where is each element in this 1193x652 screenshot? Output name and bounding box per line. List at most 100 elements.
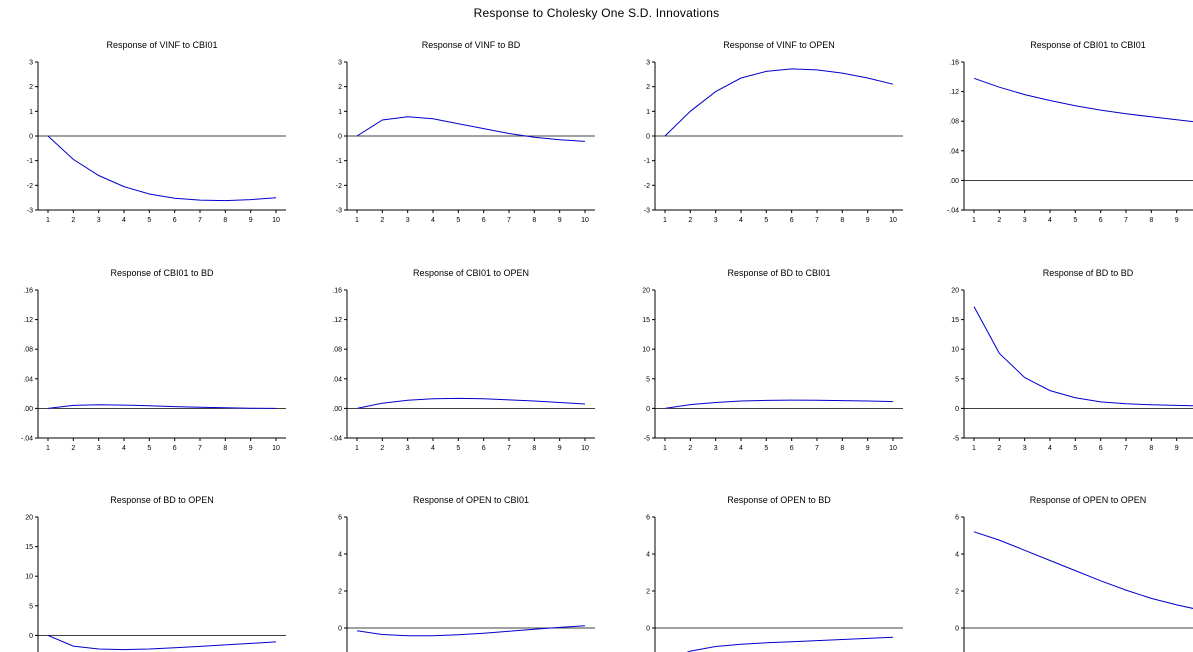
x-tick-label: 5 — [147, 445, 151, 452]
x-tick-label: 4 — [739, 445, 743, 452]
y-tick-label: -2 — [336, 183, 342, 190]
x-tick-label: 6 — [790, 217, 794, 224]
x-tick-label: 6 — [173, 217, 177, 224]
response-line — [664, 68, 894, 137]
x-tick-label: 1 — [46, 217, 50, 224]
x-tick-label: 5 — [456, 445, 460, 452]
y-tick-label: 1 — [646, 109, 650, 116]
y-tick-label: 0 — [646, 626, 650, 633]
y-tick-label: .04 — [332, 376, 342, 383]
x-tick-label: 6 — [173, 445, 177, 452]
chart-panel: Response of OPEN to BD-2024612345678910 — [646, 495, 903, 652]
x-tick-label: 4 — [431, 217, 435, 224]
y-tick-label: 10 — [951, 347, 959, 354]
x-tick-label: 3 — [97, 445, 101, 452]
x-tick-label: 2 — [997, 217, 1001, 224]
response-line — [973, 306, 1193, 407]
response-line — [973, 531, 1193, 609]
x-tick-label: 9 — [249, 217, 253, 224]
x-tick-label: 5 — [764, 217, 768, 224]
y-tick-label: .08 — [23, 347, 33, 354]
y-tick-label: 15 — [951, 317, 959, 324]
response-line — [47, 135, 277, 202]
x-tick-label: 7 — [198, 445, 202, 452]
y-tick-label: 2 — [646, 589, 650, 596]
y-tick-label: 0 — [646, 406, 650, 413]
x-tick-label: 3 — [1023, 217, 1027, 224]
x-tick-label: 2 — [688, 217, 692, 224]
response-line — [47, 634, 277, 651]
x-tick-label: 4 — [122, 445, 126, 452]
x-tick-label: 9 — [1175, 217, 1179, 224]
chart-title: Response of CBI01 to OPEN — [413, 268, 529, 278]
response-line — [356, 397, 586, 409]
y-tick-label: .00 — [332, 406, 342, 413]
chart-panel: Response of OPEN to OPEN-202461234567891… — [955, 495, 1193, 652]
x-tick-label: 4 — [739, 217, 743, 224]
y-tick-label: 2 — [338, 84, 342, 91]
response-line — [47, 404, 277, 409]
y-tick-label: .16 — [949, 60, 959, 67]
x-tick-label: 4 — [1048, 217, 1052, 224]
chart-title: Response of OPEN to BD — [727, 495, 831, 505]
response-line — [664, 399, 894, 409]
y-tick-label: 6 — [955, 515, 959, 522]
response-line — [973, 77, 1193, 123]
y-tick-label: -1 — [27, 158, 33, 165]
y-tick-label: .16 — [23, 288, 33, 295]
x-tick-label: 7 — [815, 217, 819, 224]
x-tick-label: 10 — [889, 217, 897, 224]
x-tick-label: 9 — [1175, 445, 1179, 452]
chart-panel: Response of CBI01 to BD -.04 .00 .04 .08 .12.… — [21, 268, 286, 452]
y-tick-label: 3 — [29, 60, 33, 67]
chart-panel: Response of CBI01 to OPEN -.04 .00 .04 .08 .1… — [330, 268, 595, 452]
y-tick-label: .08 — [332, 347, 342, 354]
y-tick-label: .12 — [949, 89, 959, 96]
x-tick-label: 10 — [272, 217, 280, 224]
x-tick-label: 8 — [1149, 445, 1153, 452]
y-tick-label: -5 — [953, 436, 959, 443]
y-tick-label: 10 — [25, 574, 33, 581]
y-tick-label: -2 — [27, 183, 33, 190]
x-tick-label: 8 — [223, 445, 227, 452]
y-tick-label: 1 — [338, 109, 342, 116]
chart-panel: Response of OPEN to CBI01-20246123456789… — [338, 495, 595, 652]
x-tick-label: 3 — [97, 217, 101, 224]
x-tick-label: 9 — [249, 445, 253, 452]
y-tick-label: .00 — [949, 178, 959, 185]
y-tick-label: .08 — [949, 119, 959, 126]
chart-title: Response of OPEN to OPEN — [1030, 495, 1147, 505]
x-tick-label: 2 — [688, 445, 692, 452]
y-tick-label: -.04 — [21, 436, 33, 443]
y-tick-label: -3 — [644, 208, 650, 215]
y-tick-label: .04 — [949, 148, 959, 155]
x-tick-label: 4 — [122, 217, 126, 224]
x-tick-label: 9 — [866, 217, 870, 224]
x-tick-label: 5 — [764, 445, 768, 452]
x-tick-label: 10 — [581, 217, 589, 224]
x-tick-label: 6 — [482, 217, 486, 224]
x-tick-label: 10 — [581, 445, 589, 452]
chart-title: Response of CBI01 to CBI01 — [1030, 40, 1146, 50]
x-tick-label: 8 — [532, 217, 536, 224]
x-tick-label: 2 — [380, 445, 384, 452]
x-tick-label: 9 — [558, 217, 562, 224]
y-tick-label: 20 — [25, 515, 33, 522]
chart-title: Response of CBI01 to BD — [110, 268, 214, 278]
x-tick-label: 7 — [198, 217, 202, 224]
y-tick-label: 20 — [951, 288, 959, 295]
x-tick-label: 3 — [406, 445, 410, 452]
y-tick-label: 0 — [646, 134, 650, 141]
chart-panel: Response of BD to BD-5051015201234567891… — [951, 268, 1193, 452]
chart-panel: Response of VINF to OPEN -3 -2 -1 0 1 2 3 1 2 3 4 5 6… — [644, 40, 903, 224]
chart-panel: Response of CBI01 to CBI01 -.04 .00 .04 .08.… — [947, 40, 1193, 224]
y-tick-label: 3 — [338, 60, 342, 67]
chart-title: Response of VINF to CBI01 — [106, 40, 217, 50]
x-tick-label: 8 — [1149, 217, 1153, 224]
y-tick-label: 2 — [646, 84, 650, 91]
x-tick-label: 1 — [355, 445, 359, 452]
y-tick-label: 4 — [646, 552, 650, 559]
x-tick-label: 7 — [815, 445, 819, 452]
y-tick-label: 2 — [955, 589, 959, 596]
